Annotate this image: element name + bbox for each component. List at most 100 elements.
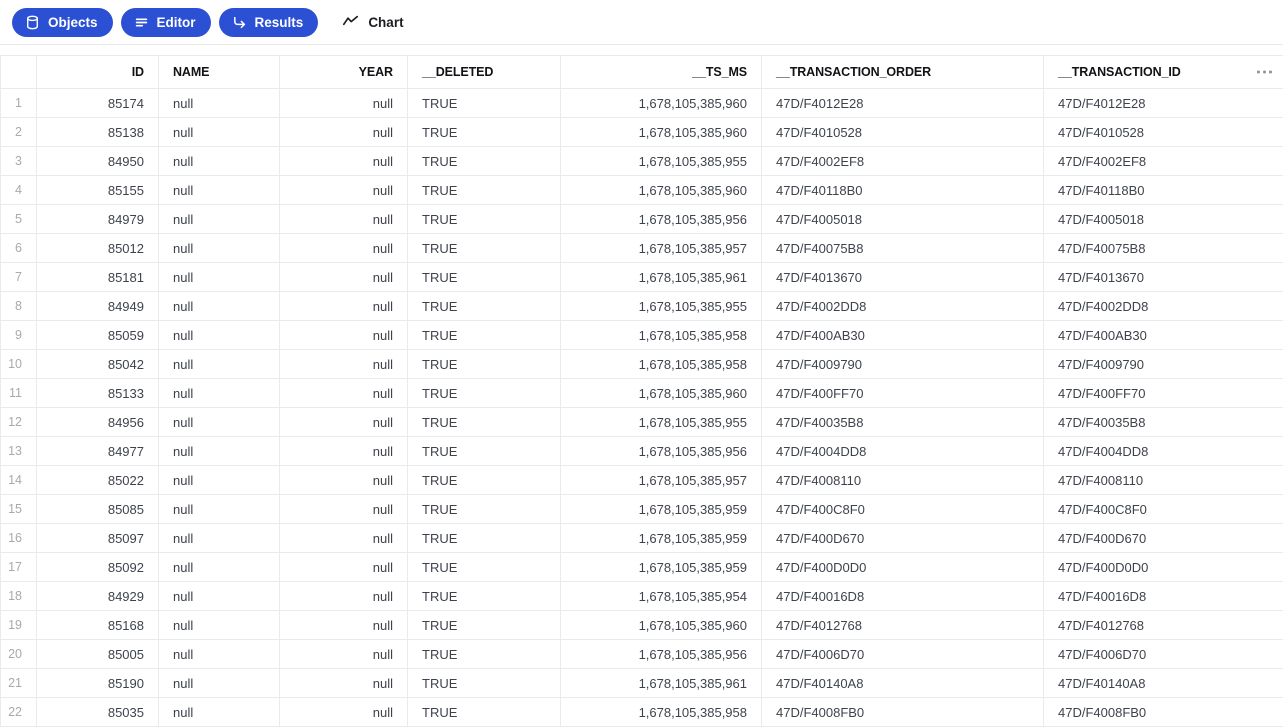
cell-id[interactable]: 85005 <box>36 639 159 669</box>
cell-t_order[interactable]: 47D/F40118B0 <box>761 175 1044 205</box>
cell-ts_ms[interactable]: 1,678,105,385,958 <box>560 349 762 379</box>
row-number[interactable]: 1 <box>0 88 37 118</box>
row-number[interactable]: 18 <box>0 581 37 611</box>
cell-deleted[interactable]: TRUE <box>407 523 561 553</box>
cell-name[interactable]: null <box>158 581 280 611</box>
cell-deleted[interactable]: TRUE <box>407 407 561 437</box>
cell-name[interactable]: null <box>158 465 280 495</box>
cell-id[interactable]: 85022 <box>36 465 159 495</box>
cell-name[interactable]: null <box>158 552 280 582</box>
objects-button[interactable]: Objects <box>12 7 113 37</box>
cell-deleted[interactable]: TRUE <box>407 610 561 640</box>
cell-name[interactable]: null <box>158 639 280 669</box>
cell-t_order[interactable]: 47D/F4008110 <box>761 465 1044 495</box>
cell-name[interactable]: null <box>158 233 280 263</box>
cell-id[interactable]: 85138 <box>36 117 159 147</box>
cell-id[interactable]: 84977 <box>36 436 159 466</box>
cell-name[interactable]: null <box>158 494 280 524</box>
cell-t_order[interactable]: 47D/F4002EF8 <box>761 146 1044 176</box>
cell-id[interactable]: 85133 <box>36 378 159 408</box>
row-number[interactable]: 8 <box>0 291 37 321</box>
cell-t_id[interactable]: 47D/F4005018 <box>1043 204 1283 234</box>
cell-ts_ms[interactable]: 1,678,105,385,958 <box>560 697 762 727</box>
cell-id[interactable]: 85190 <box>36 668 159 698</box>
cell-ts_ms[interactable]: 1,678,105,385,956 <box>560 639 762 669</box>
cell-deleted[interactable]: TRUE <box>407 117 561 147</box>
cell-id[interactable]: 85155 <box>36 175 159 205</box>
cell-ts_ms[interactable]: 1,678,105,385,955 <box>560 146 762 176</box>
cell-name[interactable]: null <box>158 378 280 408</box>
cell-ts_ms[interactable]: 1,678,105,385,961 <box>560 262 762 292</box>
cell-deleted[interactable]: TRUE <box>407 378 561 408</box>
cell-deleted[interactable]: TRUE <box>407 262 561 292</box>
cell-year[interactable]: null <box>279 320 408 350</box>
column-header-deleted[interactable]: __DELETED <box>407 55 561 89</box>
column-header-name[interactable]: NAME <box>158 55 280 89</box>
row-number[interactable]: 17 <box>0 552 37 582</box>
cell-deleted[interactable]: TRUE <box>407 436 561 466</box>
cell-id[interactable]: 85181 <box>36 262 159 292</box>
cell-ts_ms[interactable]: 1,678,105,385,959 <box>560 523 762 553</box>
cell-name[interactable]: null <box>158 204 280 234</box>
cell-year[interactable]: null <box>279 494 408 524</box>
column-header-transaction-id[interactable]: __TRANSACTION_ID <box>1043 55 1283 89</box>
cell-deleted[interactable]: TRUE <box>407 291 561 321</box>
cell-deleted[interactable]: TRUE <box>407 204 561 234</box>
cell-year[interactable]: null <box>279 581 408 611</box>
cell-name[interactable]: null <box>158 523 280 553</box>
cell-ts_ms[interactable]: 1,678,105,385,959 <box>560 494 762 524</box>
cell-ts_ms[interactable]: 1,678,105,385,955 <box>560 407 762 437</box>
cell-name[interactable]: null <box>158 88 280 118</box>
cell-deleted[interactable]: TRUE <box>407 146 561 176</box>
cell-name[interactable]: null <box>158 320 280 350</box>
cell-name[interactable]: null <box>158 610 280 640</box>
cell-ts_ms[interactable]: 1,678,105,385,960 <box>560 88 762 118</box>
cell-t_order[interactable]: 47D/F400D670 <box>761 523 1044 553</box>
cell-t_id[interactable]: 47D/F40016D8 <box>1043 581 1283 611</box>
cell-ts_ms[interactable]: 1,678,105,385,957 <box>560 465 762 495</box>
cell-year[interactable]: null <box>279 291 408 321</box>
cell-name[interactable]: null <box>158 668 280 698</box>
cell-t_id[interactable]: 47D/F40035B8 <box>1043 407 1283 437</box>
row-number[interactable]: 21 <box>0 668 37 698</box>
row-number[interactable]: 9 <box>0 320 37 350</box>
cell-ts_ms[interactable]: 1,678,105,385,959 <box>560 552 762 582</box>
cell-name[interactable]: null <box>158 349 280 379</box>
results-button[interactable]: Results <box>218 7 319 37</box>
cell-t_id[interactable]: 47D/F40140A8 <box>1043 668 1283 698</box>
cell-name[interactable]: null <box>158 146 280 176</box>
cell-year[interactable]: null <box>279 697 408 727</box>
cell-t_order[interactable]: 47D/F4008FB0 <box>761 697 1044 727</box>
cell-ts_ms[interactable]: 1,678,105,385,960 <box>560 117 762 147</box>
column-header-ts-ms[interactable]: __TS_MS <box>560 55 762 89</box>
cell-id[interactable]: 85174 <box>36 88 159 118</box>
cell-deleted[interactable]: TRUE <box>407 581 561 611</box>
row-number[interactable]: 13 <box>0 436 37 466</box>
cell-id[interactable]: 85059 <box>36 320 159 350</box>
cell-t_order[interactable]: 47D/F4004DD8 <box>761 436 1044 466</box>
cell-year[interactable]: null <box>279 610 408 640</box>
row-number[interactable]: 4 <box>0 175 37 205</box>
editor-button[interactable]: Editor <box>120 7 211 37</box>
cell-t_id[interactable]: 47D/F4004DD8 <box>1043 436 1283 466</box>
cell-t_order[interactable]: 47D/F40075B8 <box>761 233 1044 263</box>
column-header-year[interactable]: YEAR <box>279 55 408 89</box>
cell-id[interactable]: 85097 <box>36 523 159 553</box>
cell-name[interactable]: null <box>158 175 280 205</box>
cell-ts_ms[interactable]: 1,678,105,385,960 <box>560 610 762 640</box>
cell-id[interactable]: 84956 <box>36 407 159 437</box>
cell-year[interactable]: null <box>279 407 408 437</box>
cell-t_id[interactable]: 47D/F40118B0 <box>1043 175 1283 205</box>
cell-id[interactable]: 84950 <box>36 146 159 176</box>
ellipsis-icon[interactable] <box>1257 70 1272 74</box>
row-number[interactable]: 7 <box>0 262 37 292</box>
cell-t_id[interactable]: 47D/F4012E28 <box>1043 88 1283 118</box>
cell-year[interactable]: null <box>279 523 408 553</box>
cell-id[interactable]: 84929 <box>36 581 159 611</box>
cell-name[interactable]: null <box>158 117 280 147</box>
row-number[interactable]: 5 <box>0 204 37 234</box>
row-number[interactable]: 3 <box>0 146 37 176</box>
cell-year[interactable]: null <box>279 436 408 466</box>
cell-t_id[interactable]: 47D/F400D0D0 <box>1043 552 1283 582</box>
cell-year[interactable]: null <box>279 552 408 582</box>
